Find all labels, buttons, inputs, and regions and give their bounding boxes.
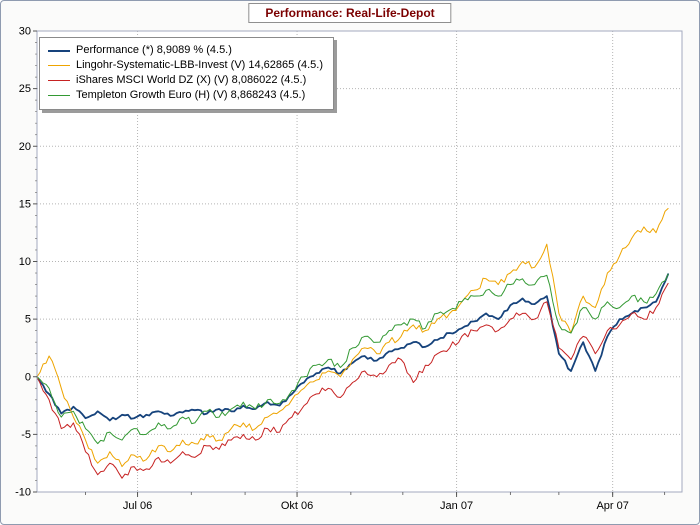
legend-item-lingohr: Lingohr-Systematic-LBB-Invest (V) 14,628… bbox=[48, 58, 323, 73]
legend-label: Templeton Growth Euro (H) (V) 8,868243 (… bbox=[76, 89, 306, 101]
svg-text:Jul 06: Jul 06 bbox=[123, 500, 152, 512]
legend-item-performance: Performance (*) 8,9089 % (4.5.) bbox=[48, 43, 323, 58]
series-color-sample bbox=[48, 95, 70, 96]
legend-label: Performance (*) 8,9089 % (4.5.) bbox=[76, 44, 232, 56]
svg-text:Jan 07: Jan 07 bbox=[440, 500, 473, 512]
svg-text:0: 0 bbox=[25, 371, 31, 383]
svg-text:15: 15 bbox=[19, 198, 31, 210]
svg-text:Apr 07: Apr 07 bbox=[596, 500, 628, 512]
series-color-sample bbox=[48, 49, 70, 52]
legend-item-templeton: Templeton Growth Euro (H) (V) 8,868243 (… bbox=[48, 88, 323, 103]
svg-text:10: 10 bbox=[19, 256, 31, 268]
svg-text:30: 30 bbox=[19, 26, 31, 38]
svg-text:20: 20 bbox=[19, 141, 31, 153]
legend-label: iShares MSCI World DZ (X) (V) 8,086022 (… bbox=[76, 74, 307, 86]
legend-label: Lingohr-Systematic-LBB-Invest (V) 14,628… bbox=[76, 59, 324, 71]
svg-text:5: 5 bbox=[25, 314, 31, 326]
chart-title-box: Performance: Real-Life-Depot bbox=[248, 3, 452, 23]
svg-text:25: 25 bbox=[19, 83, 31, 95]
svg-text:-10: -10 bbox=[15, 487, 31, 499]
svg-text:-5: -5 bbox=[21, 429, 31, 441]
series-color-sample bbox=[48, 65, 70, 66]
legend-item-ishares: iShares MSCI World DZ (X) (V) 8,086022 (… bbox=[48, 73, 323, 88]
series-color-sample bbox=[48, 80, 70, 81]
chart-legend: Performance (*) 8,9089 % (4.5.) Lingohr-… bbox=[39, 37, 335, 110]
svg-text:Okt 06: Okt 06 bbox=[281, 500, 313, 512]
chart-title: Performance: Real-Life-Depot bbox=[265, 6, 435, 20]
